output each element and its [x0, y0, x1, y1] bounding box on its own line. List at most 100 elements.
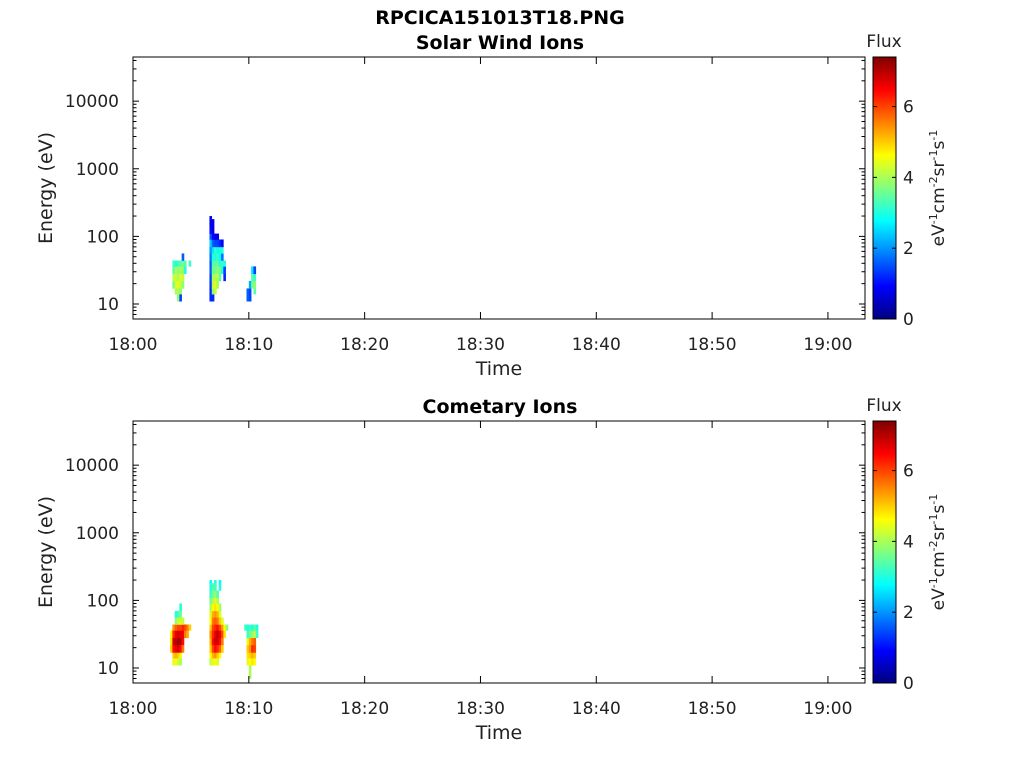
heatmap-cell — [246, 658, 250, 666]
heatmap-cell — [211, 610, 215, 618]
heatmap-cell — [216, 630, 220, 639]
heatmap-cell — [181, 273, 185, 282]
heatmap-cell — [218, 617, 222, 625]
heatmap-cell — [214, 590, 217, 598]
heatmap-cell — [183, 260, 187, 267]
heatmap-cell — [246, 288, 250, 295]
heatmap-cell — [177, 652, 180, 659]
heatmap-cell — [177, 658, 180, 666]
heatmap-cell — [223, 266, 226, 275]
heatmap-cell — [218, 239, 222, 248]
heatmap-cell — [244, 624, 247, 631]
heatmap-cell — [214, 233, 217, 240]
heatmap-cell — [251, 644, 254, 653]
heatmap-cell — [253, 630, 257, 639]
heatmap-cell — [216, 266, 220, 275]
colorbar-tick-label: 6 — [903, 462, 914, 482]
y-axis: 10 100 1000 10000 — [65, 423, 865, 684]
colorbar: 0 2 4 6 — [872, 56, 914, 330]
heatmap-cell — [223, 630, 226, 639]
y-tick-label: 100 — [87, 591, 119, 611]
heatmap-cell — [221, 239, 224, 248]
heatmap-cell — [221, 246, 224, 254]
plot-frame — [132, 56, 866, 320]
heatmap-cell — [214, 637, 217, 646]
heatmap-cell — [172, 644, 175, 653]
heatmap-cell — [177, 644, 180, 653]
heatmap-cell — [209, 233, 213, 240]
heatmap-cell — [211, 583, 215, 591]
heatmap-cell — [181, 624, 185, 631]
colorbar-tick-label: 6 — [903, 98, 914, 118]
heatmap-cell — [211, 280, 215, 289]
heatmap-cell — [221, 260, 224, 267]
heatmap-cell — [170, 644, 173, 653]
x-axis-label: Time — [475, 722, 523, 744]
heatmap-cell — [179, 603, 182, 612]
heatmap-cell — [174, 637, 178, 646]
y-tick-label: 100 — [87, 227, 119, 247]
heatmap-cell — [218, 652, 222, 659]
heatmap-cell — [248, 665, 252, 672]
y-tick-label: 10000 — [65, 92, 119, 112]
x-tick-label: 18:20 — [340, 699, 389, 719]
heatmap-cell — [209, 658, 213, 666]
heatmap-cell — [211, 617, 215, 625]
heatmap-cell — [218, 630, 222, 639]
heatmap-cell — [172, 280, 175, 289]
heatmap-cell — [218, 603, 222, 612]
heatmap-cell — [214, 288, 217, 295]
y-axis: 10 100 1000 10000 — [65, 59, 865, 320]
heatmap-cell — [218, 260, 222, 267]
heatmap-cell — [216, 597, 220, 604]
heatmap-cell — [248, 624, 252, 631]
heatmap-cell — [177, 266, 180, 275]
y-tick-label: 10 — [97, 659, 119, 679]
heatmap-cell — [177, 617, 180, 625]
heatmap-cell — [218, 644, 222, 653]
y-axis-label: Energy (eV) — [35, 132, 57, 244]
heatmap-cell — [172, 658, 175, 666]
heatmap-cell — [221, 624, 224, 631]
heatmap-cell — [179, 644, 182, 653]
heatmap-cell — [174, 610, 178, 618]
heatmap-cell — [246, 637, 250, 646]
x-tick-label: 18:00 — [109, 335, 158, 355]
colorbar-units: eV-1cm-2sr-1s-1 — [927, 130, 949, 247]
x-tick-label: 18:50 — [688, 699, 737, 719]
heatmap-cell — [211, 239, 215, 248]
heatmap-cells — [172, 216, 257, 302]
heatmap-cell — [248, 637, 252, 646]
x-axis-label: Time — [475, 358, 523, 380]
heatmap-cell — [181, 630, 185, 639]
heatmap-cell — [177, 624, 180, 631]
heatmap-cell — [179, 652, 182, 659]
heatmap-cell — [177, 273, 180, 282]
heatmap-cell — [251, 637, 254, 646]
heatmap-cell — [209, 266, 213, 275]
heatmap-cell — [218, 273, 222, 282]
heatmap-cell — [216, 624, 220, 631]
heatmap-cell — [221, 630, 224, 639]
heatmap-cell — [214, 266, 217, 275]
heatmap-cell — [214, 597, 217, 604]
figure-title: RPCICA151013T18.PNG — [375, 7, 625, 29]
heatmap-cell — [209, 273, 213, 282]
colorbar-units: eV-1cm-2sr-1s-1 — [927, 494, 949, 611]
heatmap-cell — [183, 624, 187, 631]
heatmap-cell — [183, 266, 187, 275]
heatmap-cell — [172, 266, 175, 275]
heatmap-cell — [179, 294, 182, 302]
heatmap-cell — [216, 658, 220, 666]
heatmap-cell — [181, 260, 185, 267]
heatmap-cell — [216, 617, 220, 625]
heatmap-cell — [253, 280, 257, 289]
heatmap-cell — [209, 617, 213, 625]
y-tick-label: 1000 — [76, 524, 119, 544]
panel-title: Solar Wind Ions — [416, 32, 584, 54]
heatmap-cell — [251, 280, 254, 289]
heatmap-cell — [211, 294, 215, 302]
heatmap-cell — [246, 652, 250, 659]
